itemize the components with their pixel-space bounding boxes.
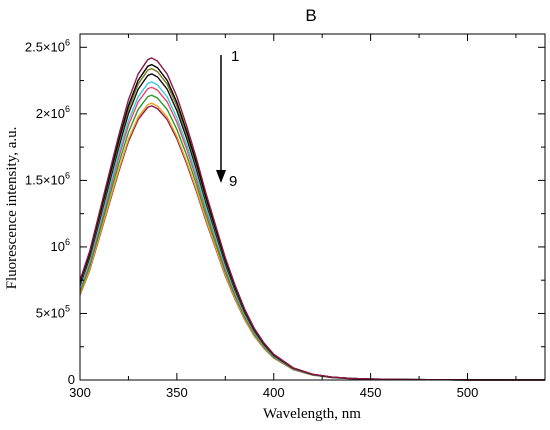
series-line-2 xyxy=(79,63,546,381)
arrow-label-last: 9 xyxy=(229,173,237,190)
x-tick-label: 500 xyxy=(457,385,479,400)
trend-arrow-head xyxy=(216,170,226,183)
series-line-5 xyxy=(79,81,546,381)
y-tick-label: 2×106 xyxy=(36,104,70,121)
series-line-6 xyxy=(79,86,546,381)
y-axis-title: Fluorescence intensity, a.u. xyxy=(4,127,20,290)
x-tick-label: 400 xyxy=(263,385,285,400)
x-tick-label: 350 xyxy=(166,385,188,400)
y-tick-label: 2.5×106 xyxy=(25,37,70,54)
series-line-4 xyxy=(79,73,546,381)
chart-title: B xyxy=(305,6,316,25)
arrow-label-first: 1 xyxy=(231,48,239,65)
y-tick-label: 1.5×106 xyxy=(25,170,70,187)
plot-frame xyxy=(79,33,546,381)
y-tick-label: 0 xyxy=(68,372,75,387)
series-line-7 xyxy=(79,94,546,381)
series-line-9 xyxy=(79,105,546,381)
series-line-8 xyxy=(79,102,546,381)
x-axis-title: Wavelength, nm xyxy=(263,406,361,422)
x-axis: 300 350 400 450 500 xyxy=(69,34,517,400)
x-tick-label: 450 xyxy=(360,385,382,400)
x-tick-label: 300 xyxy=(69,385,91,400)
y-tick-label: 5×105 xyxy=(36,303,70,320)
plot-lines xyxy=(79,57,546,381)
series-line-1 xyxy=(79,57,546,381)
y-tick-label: 106 xyxy=(51,237,70,254)
series-line-3 xyxy=(79,67,546,381)
y-axis: 0 5×105 106 1.5×106 2×106 2.5×106 xyxy=(25,37,545,387)
